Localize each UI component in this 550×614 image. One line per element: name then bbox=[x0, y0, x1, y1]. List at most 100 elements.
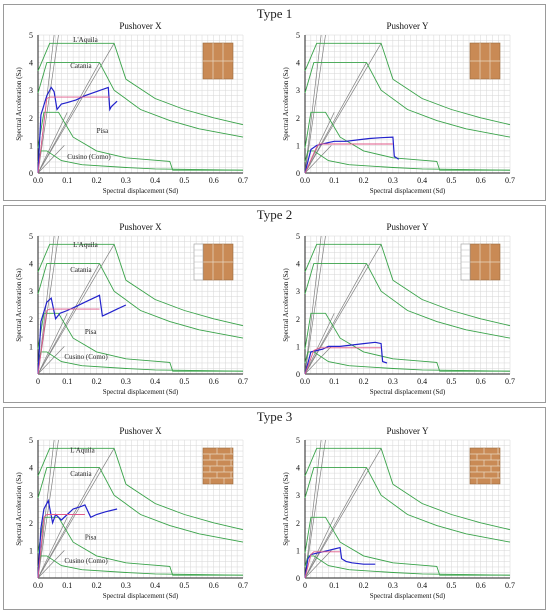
demand-spectrum bbox=[37, 467, 244, 543]
zone-label: L'Aquila bbox=[73, 36, 98, 44]
x-tick-label: 0.6 bbox=[476, 581, 486, 590]
wall-icon bbox=[202, 447, 234, 485]
period-line bbox=[37, 448, 115, 579]
y-tick-label: 1 bbox=[296, 141, 300, 150]
x-tick-label: 0.2 bbox=[92, 377, 102, 386]
y-tick-label: 4 bbox=[29, 260, 33, 269]
x-tick-label: 0.4 bbox=[150, 377, 160, 386]
demand-spectrum bbox=[37, 111, 243, 171]
capacity-curve bbox=[37, 86, 118, 174]
y-axis-label: Spectral Acceleration (Sa) bbox=[282, 472, 290, 546]
x-tick-label: 0.1 bbox=[329, 377, 339, 386]
chart-title: Pushover Y bbox=[387, 222, 429, 232]
bilinear-curve bbox=[304, 551, 341, 579]
wall-icon bbox=[193, 243, 234, 281]
y-tick-label: 4 bbox=[29, 59, 33, 68]
x-tick-label: 0.5 bbox=[446, 377, 456, 386]
period-line bbox=[304, 346, 332, 375]
demand-spectrum bbox=[37, 447, 244, 531]
x-tick-label: 0.7 bbox=[505, 581, 515, 590]
y-tick-label: 2 bbox=[29, 315, 33, 324]
demand-spectrum bbox=[304, 62, 511, 138]
y-tick-label: 1 bbox=[296, 342, 300, 351]
y-tick-label: 0 bbox=[296, 574, 300, 583]
bilinear-curve bbox=[304, 347, 382, 375]
y-tick-label: 2 bbox=[296, 315, 300, 324]
x-tick-label: 0.3 bbox=[121, 581, 131, 590]
zone-label: Pisa bbox=[85, 328, 98, 336]
x-tick-label: 0.1 bbox=[62, 377, 72, 386]
period-line bbox=[37, 313, 68, 375]
period-line bbox=[37, 346, 65, 375]
wall-icon bbox=[469, 447, 501, 485]
x-tick-label: 0.2 bbox=[92, 581, 102, 590]
x-tick-label: 0.4 bbox=[150, 581, 160, 590]
y-tick-label: 4 bbox=[29, 464, 33, 473]
y-tick-label: 0 bbox=[296, 370, 300, 379]
wall-icon bbox=[202, 42, 234, 80]
zone-label: L'Aquila bbox=[70, 446, 95, 454]
demand-spectrum bbox=[304, 243, 511, 327]
period-line bbox=[304, 43, 382, 174]
period-line bbox=[37, 517, 68, 579]
wall-icon bbox=[469, 42, 501, 80]
zone-label: Cusino (Como) bbox=[67, 153, 111, 161]
x-tick-label: 0.5 bbox=[446, 581, 456, 590]
period-line bbox=[37, 43, 115, 174]
chart-type3-pushover-y: Pushover Y 0 0.1 0.2 0.3 0.4 0.5 0.6 0.7 0 1 2 3 4 5 Sp… bbox=[282, 426, 515, 600]
capacity-curve bbox=[304, 341, 388, 375]
y-tick-label: 5 bbox=[29, 436, 33, 445]
x-tick-label: 0.3 bbox=[388, 176, 398, 185]
period-line bbox=[37, 263, 100, 375]
period-line bbox=[37, 550, 65, 579]
y-tick-label: 5 bbox=[29, 232, 33, 241]
y-axis-label: Spectral Acceleration (Sa) bbox=[282, 67, 290, 141]
period-line bbox=[304, 145, 332, 174]
y-tick-label: 4 bbox=[296, 260, 300, 269]
x-tick-label: 0.2 bbox=[359, 176, 369, 185]
demand-spectrum bbox=[37, 263, 244, 339]
x-tick-label: 0.1 bbox=[329, 176, 339, 185]
x-tick-label: 0.7 bbox=[505, 377, 515, 386]
period-line bbox=[304, 62, 367, 174]
y-axis-label: Spectral Acceleration (Sa) bbox=[15, 472, 23, 546]
y-tick-label: 3 bbox=[29, 86, 33, 95]
y-tick-label: 1 bbox=[29, 546, 33, 555]
x-tick-label: 0.3 bbox=[388, 581, 398, 590]
bilinear-curve bbox=[37, 96, 110, 174]
chart-type1-pushover-y: Pushover Y 0.0 0.1 0.2 0.3 0.4 0.5 0.6 0.7 0 1 2 3 4 5… bbox=[282, 21, 515, 195]
y-tick-label: 1 bbox=[29, 342, 33, 351]
chart-type2-pushover-x: Pushover X 0 0.1 0.2 0.3 0.4 0.5 0.6 0.7 1 2 3 4 5 Spe… bbox=[15, 222, 248, 396]
y-tick-label: 5 bbox=[296, 436, 300, 445]
x-tick-label: 0.0 bbox=[33, 581, 43, 590]
x-tick-label: 0.7 bbox=[238, 581, 248, 590]
x-tick-label: 0.5 bbox=[179, 581, 189, 590]
demand-spectrum bbox=[304, 351, 511, 372]
demand-spectrum bbox=[304, 312, 510, 372]
y-tick-label: 0 bbox=[29, 169, 33, 178]
demand-spectrum bbox=[37, 351, 244, 372]
period-line bbox=[304, 517, 335, 579]
y-tick-label: 3 bbox=[296, 491, 300, 500]
x-tick-label: 0.0 bbox=[300, 176, 310, 185]
x-tick-label: 0.7 bbox=[238, 377, 248, 386]
chart-type3-pushover-x: Pushover X 0.0 0.1 0.2 0.3 0.4 0.5 0.6 0.7 1 2 3 4 5 S… bbox=[15, 426, 248, 600]
demand-spectrum bbox=[304, 150, 511, 171]
chart-type1-pushover-x: Pushover X 0.0 0.1 0.2 0.3 0.4 0.5 0.6 0.7 0 1 2 3 4 5… bbox=[15, 21, 248, 195]
demand-spectrum bbox=[304, 516, 510, 576]
x-axis-label: Spectral displacement (Sd) bbox=[103, 592, 179, 600]
chart-title: Pushover X bbox=[119, 426, 162, 436]
demand-spectrum bbox=[37, 150, 244, 171]
demand-spectrum bbox=[304, 111, 510, 171]
period-line bbox=[37, 34, 59, 174]
y-tick-label: 5 bbox=[29, 31, 33, 40]
y-tick-label: 5 bbox=[296, 232, 300, 241]
chart-title: Pushover X bbox=[119, 21, 162, 31]
period-line bbox=[304, 550, 332, 579]
period-line bbox=[37, 439, 59, 579]
demand-spectrum bbox=[37, 516, 243, 576]
bilinear-curve bbox=[37, 308, 100, 375]
x-axis-label: Spectral displacement (Sd) bbox=[370, 592, 446, 600]
y-tick-label: 5 bbox=[296, 31, 300, 40]
period-line bbox=[304, 439, 322, 579]
